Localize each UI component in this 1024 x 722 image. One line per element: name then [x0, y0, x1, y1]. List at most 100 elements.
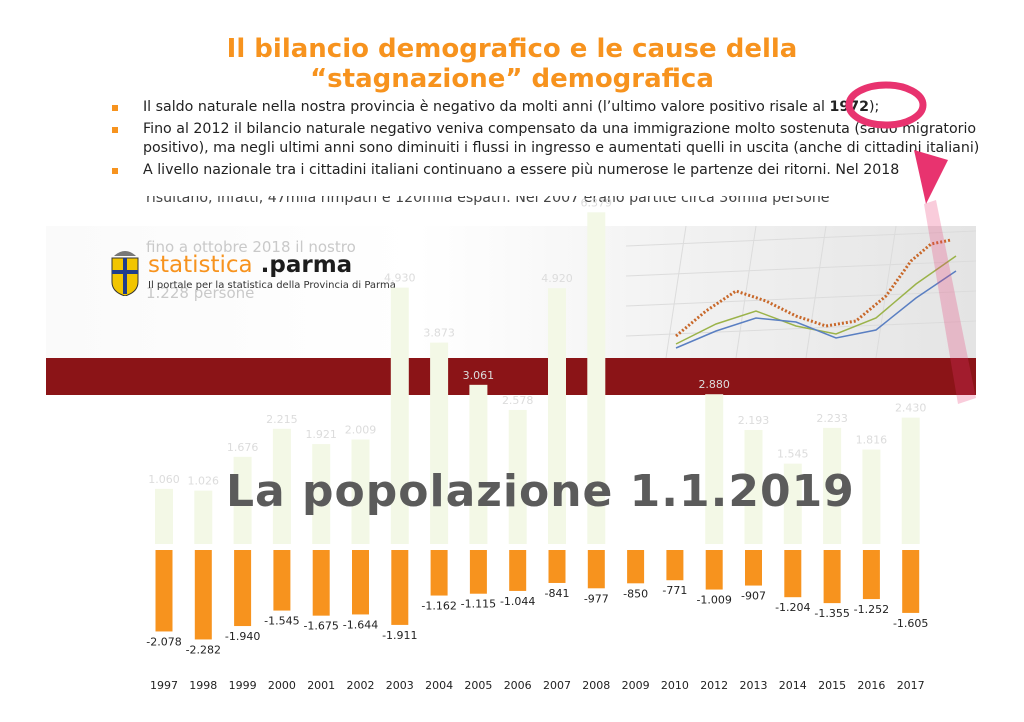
positive-bar: [783, 463, 802, 544]
year-tick-label: 2012: [700, 679, 728, 692]
negative-bar: [862, 550, 880, 600]
negative-bar-label: -1.252: [854, 603, 889, 616]
highlight-circle: [845, 81, 927, 129]
positive-bar: [469, 384, 488, 544]
year-tick-label: 1998: [189, 679, 217, 692]
negative-bar-label: -1.115: [461, 598, 496, 611]
year-tick-label: 2006: [504, 679, 532, 692]
positive-bar: [862, 449, 881, 544]
year-tick-label: 2003: [386, 679, 414, 692]
overlay-banner: fino a ottobre 2018 il nostro 1.228 pers…: [46, 226, 976, 358]
positive-bar-label: 2.193: [738, 414, 770, 427]
negative-bar: [509, 550, 527, 591]
negative-bar: [391, 550, 409, 625]
positive-bar: [194, 490, 213, 544]
year-tick-label: 2000: [268, 679, 296, 692]
positive-bar: [901, 417, 920, 544]
negative-bar-label: -1.009: [696, 594, 731, 607]
negative-bar-label: -2.282: [186, 643, 221, 656]
negative-bar: [784, 550, 802, 598]
negative-bar-label: -1.940: [225, 630, 260, 643]
year-tick-label: 2015: [818, 679, 846, 692]
negative-bar-label: -771: [662, 584, 687, 597]
year-tick-label: 2007: [543, 679, 571, 692]
stock-chart-decoration: [626, 226, 976, 358]
negative-bar-label: -1.644: [343, 618, 378, 631]
positive-bar: [351, 439, 370, 544]
positive-bar-label: 1.545: [777, 448, 809, 461]
positive-bar-label: 2.233: [816, 412, 848, 425]
year-tick-label: 2014: [779, 679, 807, 692]
year-tick-label: 2002: [347, 679, 375, 692]
negative-bar-label: -2.078: [146, 635, 181, 648]
title-line-1: Il bilancio demografico e le cause della: [226, 34, 798, 64]
negative-bar-label: -850: [623, 587, 648, 600]
bullet-list: Il saldo naturale nella nostra provincia…: [112, 98, 987, 183]
negative-bar-label: -1.162: [421, 600, 456, 613]
logo-tagline: Il portale per la statistica della Provi…: [148, 280, 396, 291]
negative-bar: [312, 550, 330, 616]
ghost-text: fino a ottobre 2018 il nostro 1.228 pers…: [146, 236, 356, 305]
slide-title: Il bilancio demografico e le cause della…: [0, 34, 1024, 94]
positive-bar-label: 3.873: [423, 327, 455, 340]
year-tick-label: 1997: [150, 679, 178, 692]
negative-bar: [745, 550, 762, 586]
year-tick-label: 1999: [229, 679, 257, 692]
year-tick-label: 2009: [622, 679, 650, 692]
bullet-item: A livello nazionale tra i cittadini ital…: [112, 161, 987, 180]
negative-bar: [234, 550, 252, 627]
positive-bar: [233, 456, 252, 544]
bullet-text: Il saldo naturale nella nostra provincia…: [143, 99, 830, 115]
year-tick-label: 2017: [897, 679, 925, 692]
negative-bar: [548, 550, 566, 583]
logo-word-b: .parma: [260, 252, 353, 278]
positive-bar: [430, 342, 449, 544]
negative-bar: [705, 550, 723, 590]
year-tick-label: 2004: [425, 679, 453, 692]
negative-bar: [823, 550, 841, 604]
positive-bar: [548, 288, 566, 544]
positive-bar-label: 3.061: [463, 369, 495, 382]
ghost-line-2: 1.228 persone: [146, 284, 255, 302]
cut-off-line: risultano, infatti, 47mila rimpatri e 12…: [146, 196, 886, 215]
negative-bar-label: -1.044: [500, 595, 535, 608]
negative-bar: [902, 550, 920, 613]
positive-bar-label: 2.880: [698, 378, 730, 391]
negative-bar-label: -1.605: [893, 617, 928, 630]
province-crest-icon: [111, 251, 139, 296]
negative-bar-label: -841: [545, 587, 570, 600]
year-tick-label: 2013: [740, 679, 768, 692]
positive-bar: [823, 427, 842, 544]
positive-bar: [508, 409, 527, 544]
bullet-text-end: );: [869, 99, 880, 115]
negative-bar: [666, 550, 684, 581]
bullet-item: Il saldo naturale nella nostra provincia…: [112, 98, 987, 117]
overlay-red-band: [46, 358, 976, 395]
positive-bar: [744, 429, 763, 544]
negative-bar: [194, 550, 212, 640]
ghost-line-1: fino a ottobre 2018 il nostro: [146, 238, 356, 256]
positive-bar-label: 1.060: [148, 473, 180, 486]
positive-bar: [155, 488, 173, 544]
negative-bar: [352, 550, 369, 615]
negative-bar-label: -1.675: [303, 620, 338, 633]
positive-bar-label: 2.215: [266, 413, 298, 426]
negative-bar: [430, 550, 448, 596]
positive-bar-label: 2.430: [895, 402, 927, 415]
positive-bar: [390, 287, 409, 544]
positive-bar: [587, 212, 606, 545]
positive-bar-label: 1.676: [227, 441, 259, 454]
positive-bar-label: 4.930: [384, 272, 416, 285]
year-tick-label: 2001: [307, 679, 335, 692]
positive-bar: [272, 428, 291, 544]
cut-off-text: risultano, infatti, 47mila rimpatri e 12…: [146, 196, 830, 206]
highlight-arrow-trail: [924, 200, 976, 404]
positive-bar: [312, 444, 331, 544]
logo-wordmark: statistica .parma: [148, 252, 352, 278]
positive-bar-label: 6.379: [581, 196, 613, 209]
positive-bar: [705, 394, 724, 544]
negative-bar-label: -1.545: [264, 615, 299, 628]
negative-bar: [587, 550, 605, 589]
